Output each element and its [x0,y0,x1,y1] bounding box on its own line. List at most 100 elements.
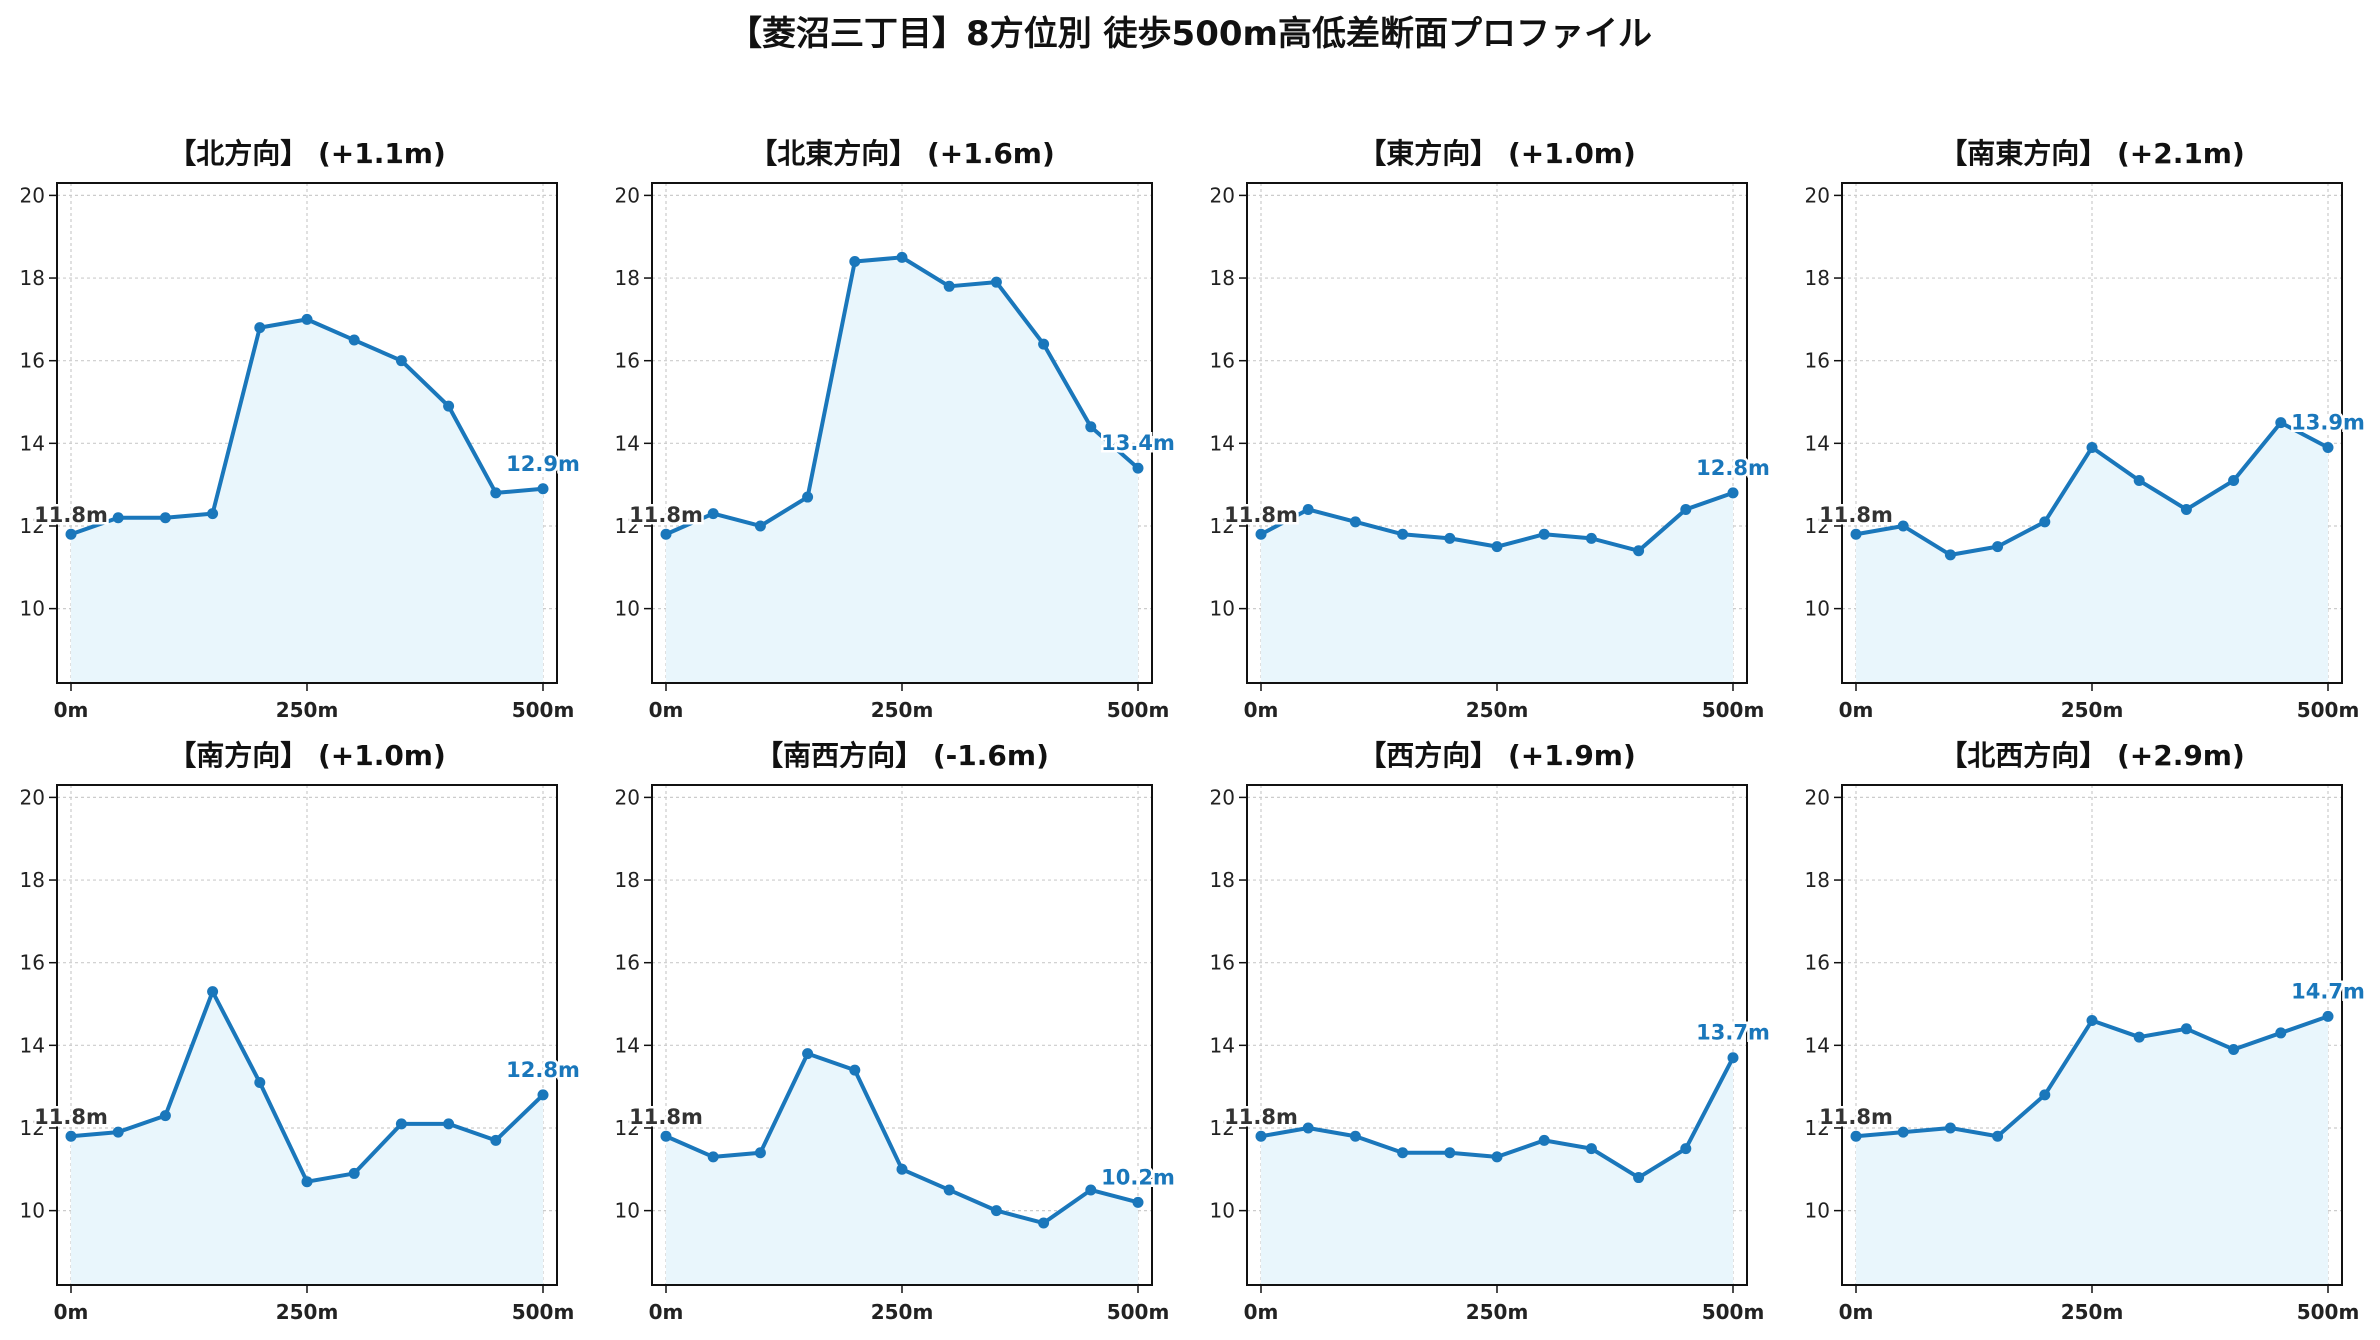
data-point [65,528,77,540]
y-tick-label: 10 [20,597,45,621]
chart-title: 【西方向】 (+1.9m) [1358,739,1636,772]
data-point [1397,528,1409,540]
y-tick-label: 16 [615,951,640,975]
data-point [754,1147,766,1159]
data-point [2180,1023,2192,1035]
start-value-label: 11.8m [1224,503,1298,527]
data-point [159,512,171,524]
data-point [2086,1015,2098,1027]
figure-title: 【菱沼三丁目】8方位別 徒歩500m高低差断面プロファイル [728,14,1652,54]
y-tick-label: 20 [1805,183,1830,207]
chart-panel-7: 【西方向】 (+1.9m) 10 12 14 16 18 20 0m 250m 500m 11.8m… [1210,739,1773,1324]
y-tick-label: 20 [615,785,640,809]
y-tick-label: 12 [1210,1116,1235,1140]
data-point [943,1184,955,1196]
data-point [1349,516,1361,528]
y-tick-label: 20 [20,183,45,207]
data-point [849,1064,861,1076]
x-tick-label: 500m [2297,698,2360,722]
y-tick-label: 12 [20,1116,45,1140]
y-tick-label: 14 [20,431,45,455]
data-point [254,1077,266,1089]
x-tick-label: 250m [2061,698,2124,722]
end-value-label: 12.8m [1696,456,1770,480]
data-point [537,483,549,495]
data-point [2133,1031,2145,1043]
area-fill [71,319,543,683]
data-point [207,508,219,520]
x-tick-label: 250m [276,1300,339,1324]
data-point [490,487,502,499]
data-point [1897,520,1909,532]
y-tick-label: 10 [615,597,640,621]
data-point [1992,541,2004,553]
y-tick-label: 10 [1210,1199,1235,1223]
data-point [1633,1172,1645,1184]
data-point [1585,1143,1597,1155]
data-point [443,1118,455,1130]
y-tick-label: 20 [615,183,640,207]
data-point [1038,1217,1050,1229]
x-tick-label: 500m [1107,1300,1170,1324]
data-point [65,1130,77,1142]
chart-panel-3: 【東方向】 (+1.0m) 10 12 14 16 18 20 0m 250m 500m 11.8m… [1210,137,1773,722]
end-value-label: 14.7m [2291,979,2365,1003]
data-point [1850,528,1862,540]
data-point [1132,462,1144,474]
data-point [660,528,672,540]
y-tick-label: 18 [20,266,45,290]
data-point [2275,417,2287,429]
x-tick-label: 250m [2061,1300,2124,1324]
y-tick-label: 12 [1210,514,1235,538]
y-tick-label: 12 [20,514,45,538]
x-tick-label: 250m [1466,1300,1529,1324]
y-tick-label: 12 [1805,514,1830,538]
data-point [348,1167,360,1179]
data-point [1302,1122,1314,1134]
x-tick-label: 250m [871,1300,934,1324]
data-point [849,256,861,268]
y-tick-label: 16 [1805,951,1830,975]
data-point [707,508,719,520]
data-point [1255,528,1267,540]
data-point [1992,1130,2004,1142]
y-tick-label: 18 [615,266,640,290]
y-tick-label: 14 [1210,431,1235,455]
y-tick-label: 12 [615,514,640,538]
data-point [2322,441,2334,453]
x-tick-label: 0m [1839,1300,1874,1324]
area-fill [1261,1057,1733,1285]
data-point [2039,516,2051,528]
chart-title: 【南西方向】 (-1.6m) [755,739,1049,772]
y-tick-label: 10 [615,1199,640,1223]
data-point [1132,1196,1144,1208]
data-point [537,1089,549,1101]
data-point [254,322,266,334]
x-tick-label: 0m [54,1300,89,1324]
x-tick-label: 500m [512,698,575,722]
chart-panel-2: 【北東方向】 (+1.6m) 10 12 14 16 18 20 0m 250m 500m 11.8… [615,137,1178,722]
data-point [802,1048,814,1060]
start-value-label: 11.8m [629,1105,703,1129]
data-point [112,512,124,524]
x-tick-label: 0m [54,698,89,722]
y-tick-label: 20 [20,785,45,809]
chart-title: 【北東方向】 (+1.6m) [749,137,1055,170]
data-point [159,1110,171,1122]
chart-title: 【東方向】 (+1.0m) [1358,137,1636,170]
data-point [1850,1130,1862,1142]
start-value-label: 11.8m [34,1105,108,1129]
data-point [1633,545,1645,557]
x-tick-label: 0m [649,1300,684,1324]
y-tick-label: 12 [615,1116,640,1140]
data-point [1944,549,1956,561]
data-point [896,1163,908,1175]
x-tick-label: 500m [1107,698,1170,722]
x-tick-label: 500m [512,1300,575,1324]
data-point [896,251,908,263]
y-tick-label: 16 [20,349,45,373]
area-fill [1856,422,2328,683]
data-point [707,1151,719,1163]
y-tick-label: 10 [1805,597,1830,621]
data-point [112,1126,124,1138]
